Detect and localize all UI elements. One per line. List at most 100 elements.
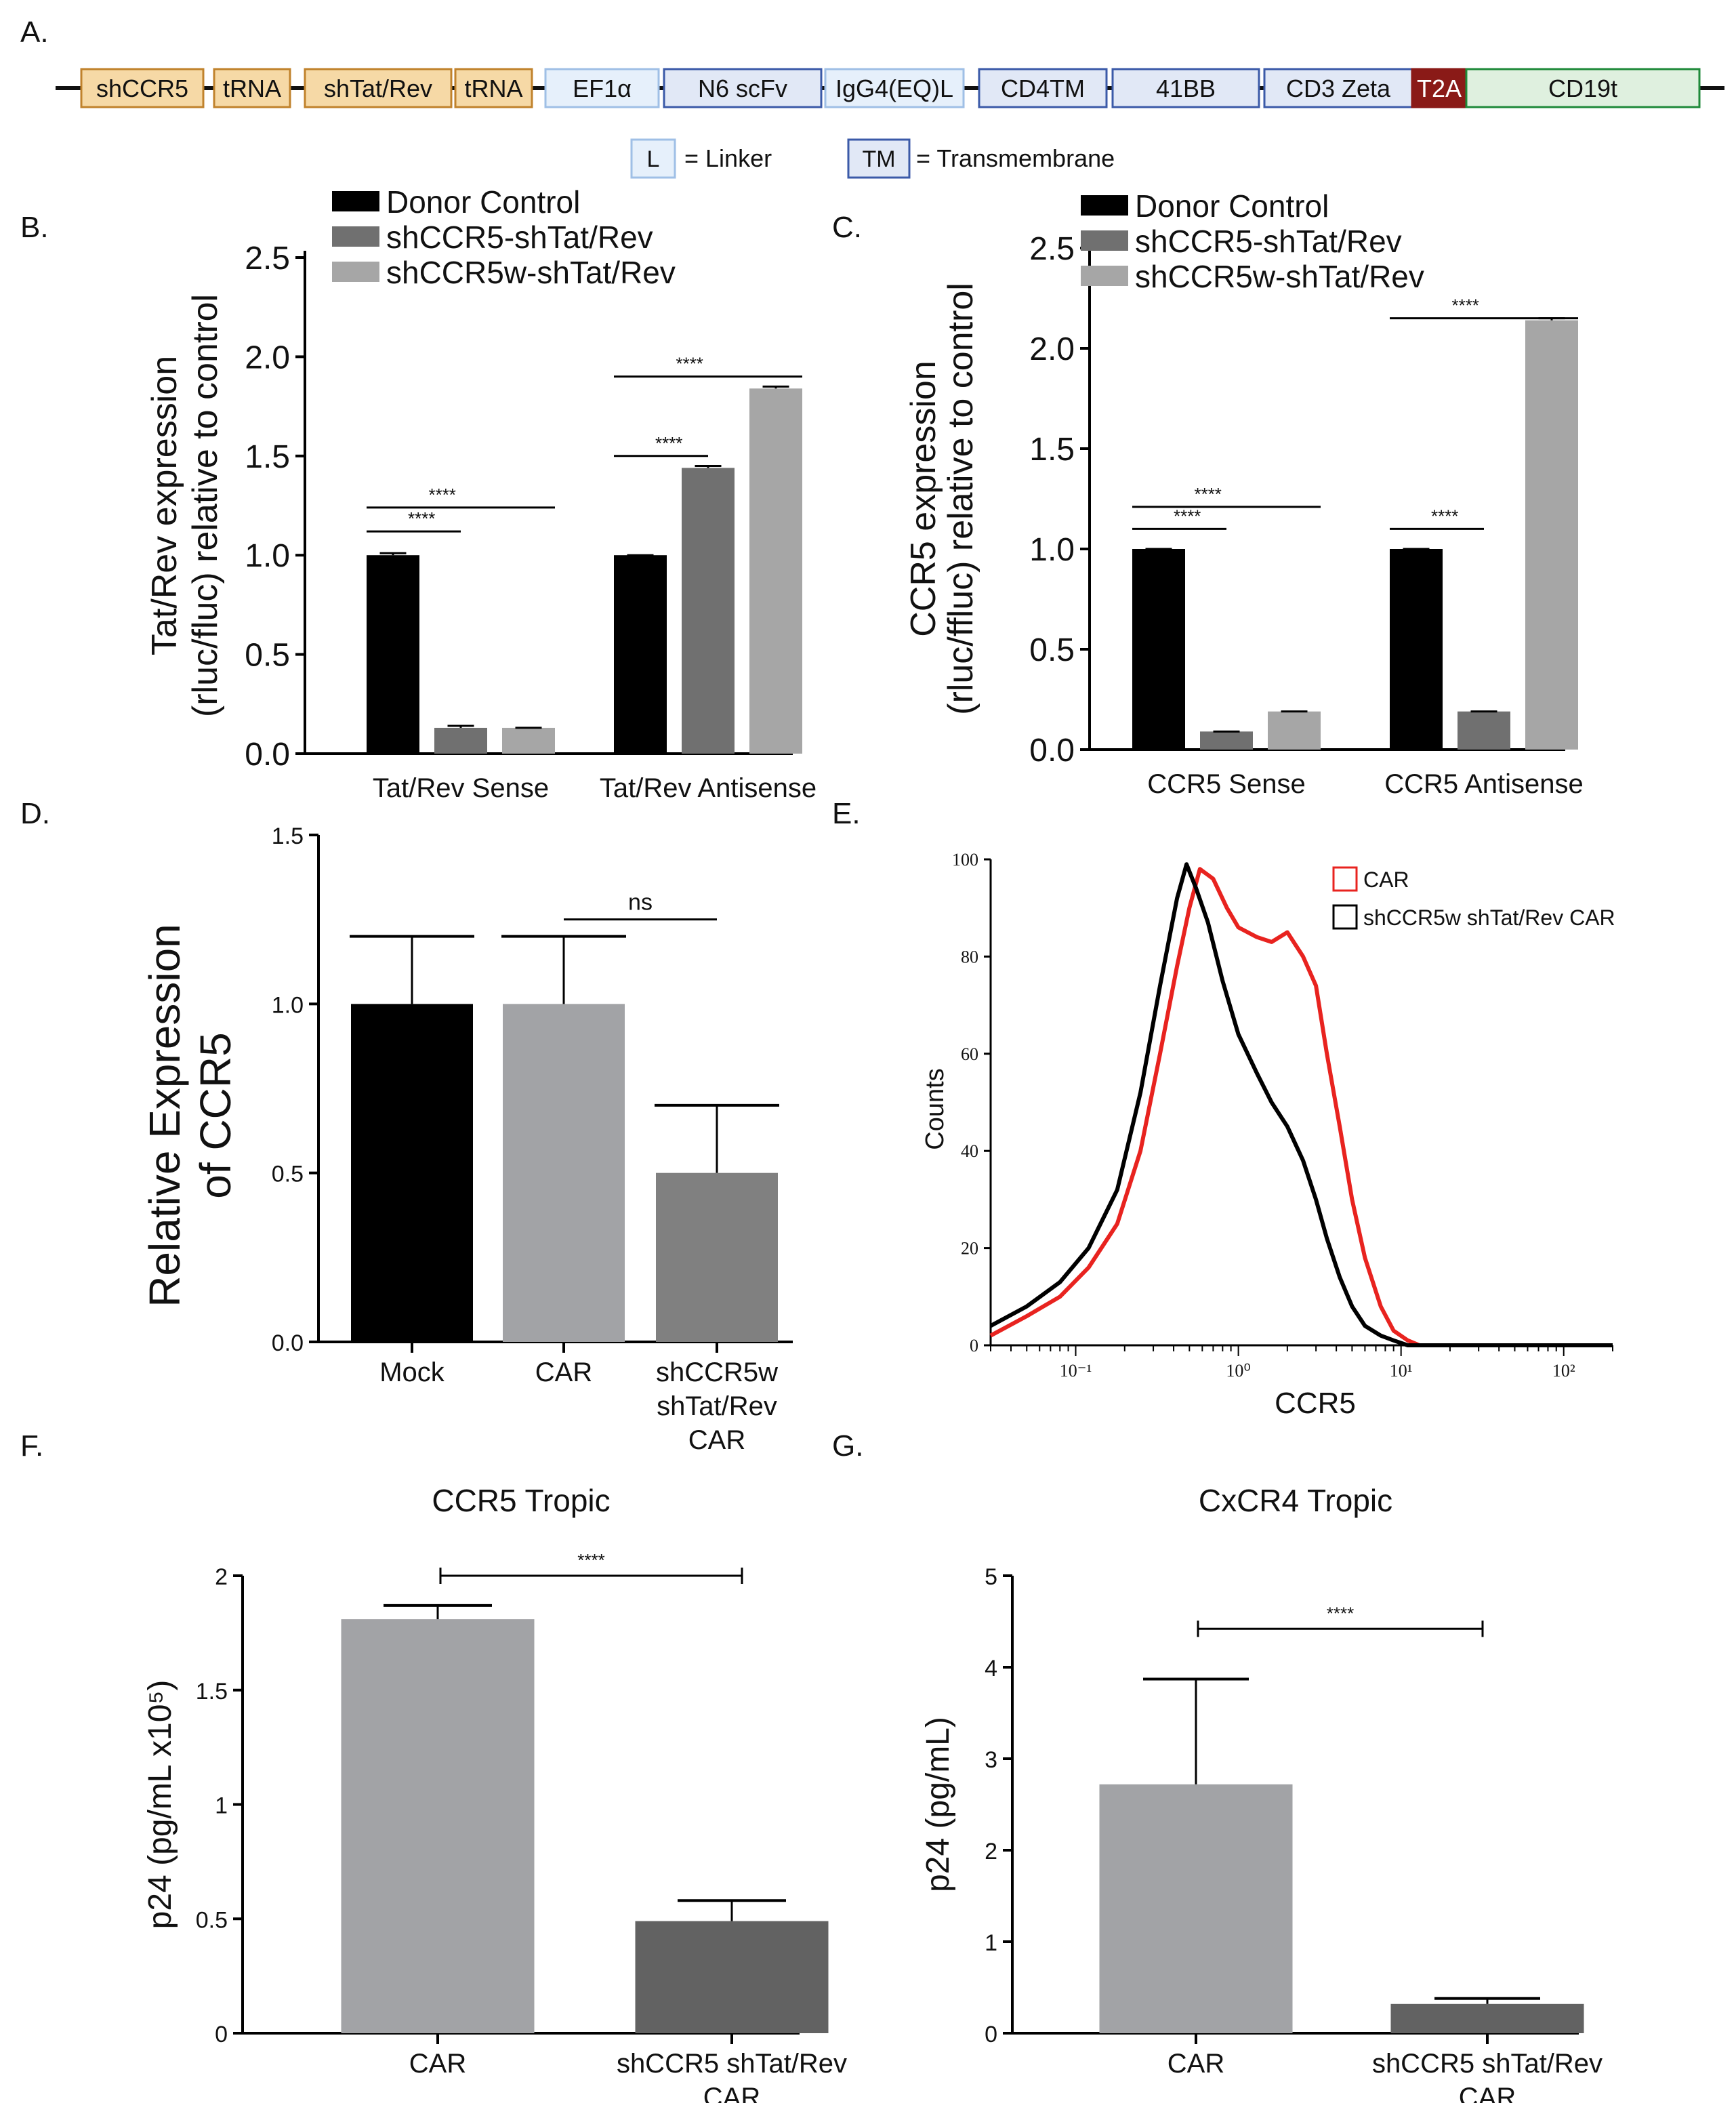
chart-panel-g: 0 1 2 3 4 5 p24 (pg/mL) CxCR4 Tropic CAR shCCR5 s… (920, 1483, 1603, 2103)
y-tick-label: 1.0 (1029, 532, 1075, 568)
bar-shccr5-shtat-rev (434, 727, 487, 754)
x-category-label: CAR (1459, 2083, 1516, 2103)
construct-segment-box (663, 68, 823, 108)
bar-shccr5-shtat-rev (1200, 731, 1253, 750)
legend-label: shCCR5w-shTat/Rev (1135, 259, 1424, 294)
legend-label: shCCR5-shTat/Rev (1135, 224, 1402, 259)
panel-label-g: G. (832, 1429, 863, 1463)
chart-panel-b: 0.0 0.5 1.0 1.5 2.0 2.5 Tat/Rev expression (rlu… (145, 184, 817, 803)
y-tick-label: 2 (985, 1839, 997, 1864)
significance-label: **** (428, 485, 455, 505)
bar-third (656, 1172, 778, 1342)
bar-shccr5w-shtat-rev (502, 727, 555, 754)
construct-segment-box (213, 68, 291, 108)
bar-donor-control (1390, 549, 1443, 750)
bar-second (1390, 2003, 1584, 2033)
y-tick-label: 0.5 (196, 1907, 228, 1933)
significance-label: ns (628, 890, 653, 916)
key-linker-box (630, 138, 676, 179)
chart-panel-c: 0.0 0.5 1.0 1.5 2.0 2.5 CCR5 expression(rluc/f… (904, 188, 1584, 799)
construct-segment-label: tRNA (223, 75, 281, 102)
x-axis-label: CCR5 (1275, 1387, 1356, 1420)
chart-title: CCR5 Tropic (432, 1483, 610, 1518)
key-tm-box-label: TM (862, 146, 895, 172)
y-tick-label: 2.0 (245, 340, 290, 375)
legend-swatch (1081, 266, 1128, 286)
y-tick-label: 1.5 (196, 1679, 228, 1704)
x-category-label: shCCR5 shTat/Rev (1372, 2049, 1603, 2079)
chart-panel-f: 0 0.5 1 1.5 2 p24 (pg/mL x10⁵) CCR5 Tropic CAR s… (142, 1483, 847, 2103)
legend-swatch (1332, 866, 1358, 892)
y-tick-label: 0.5 (245, 638, 290, 674)
construct-segment-box (1411, 68, 1468, 108)
y-tick-label: 0.0 (272, 1330, 304, 1356)
x-category-label: CCR5 Antisense (1384, 769, 1583, 799)
y-tick-label: 80 (961, 947, 978, 966)
construct-segment-label: EF1α (573, 75, 632, 102)
x-category-label: shCCR5 shTat/Rev (617, 2049, 847, 2079)
bar-donor-control (367, 555, 419, 754)
y-tick-label: 1.5 (272, 823, 304, 849)
construct-segment-label: tRNA (464, 75, 522, 102)
legend-label: Donor Control (386, 184, 580, 220)
bar-shccr5w-shtat-rev (1525, 320, 1578, 750)
y-tick-label: 20 (961, 1239, 978, 1259)
y-axis-label-line1: Relative Expression (140, 924, 189, 1307)
significance-label: **** (676, 354, 703, 374)
y-tick-label: 1 (215, 1793, 228, 1819)
construct-segment-label: IgG4(EQ)L (835, 75, 953, 102)
y-tick-label: 1.0 (272, 992, 304, 1018)
bar-shccr5-shtat-rev (682, 468, 735, 754)
construct-segment-label: CD19t (1548, 75, 1617, 102)
y-axis-label-line2: of CCR5 (191, 1032, 240, 1198)
x-category-label: CCR5 Sense (1147, 769, 1305, 799)
y-tick-label: 1.0 (245, 538, 290, 574)
legend-swatch (1081, 195, 1128, 216)
y-tick-label: 2.0 (1029, 331, 1075, 367)
legend-swatch (332, 262, 379, 282)
construct-segment-label: 41BB (1156, 75, 1216, 102)
x-category-label: Tat/Rev Antisense (600, 773, 817, 803)
y-axis-label: Counts (921, 1068, 949, 1149)
y-axis-label-line1: CCR5 expression (904, 361, 943, 637)
chart-panel-e: 0 20 40 60 80 100 10⁻¹ 10⁰ 10¹ 10² CCR5 Counts CAR sh… (921, 850, 1615, 1420)
legend-label: CAR (1363, 867, 1409, 892)
bar-shccr5-shtat-rev (1458, 711, 1510, 750)
construct-diagram: shCCR5 tRNA shTat/Rev tRNA EF1α N6 scFv IgG4(E… (56, 68, 1724, 179)
chart-panel-d: 0.0 0.5 1.0 1.5 Relative Expression of CCR5 Mo… (140, 823, 793, 1455)
panel-label-c: C. (832, 211, 862, 244)
construct-segment-box (1111, 68, 1260, 108)
y-tick-label: 5 (985, 1564, 997, 1590)
y-axis-label: p24 (pg/mL x10⁵) (142, 1680, 178, 1930)
legend-label: Donor Control (1135, 188, 1329, 224)
x-category-label: Mock (379, 1357, 445, 1387)
significance-label: **** (1327, 1603, 1354, 1623)
chart-title: CxCR4 Tropic (1199, 1483, 1392, 1518)
bar-first (341, 1619, 535, 2033)
y-tick-label: 40 (961, 1141, 978, 1161)
legend-label: shCCR5w shTat/Rev CAR (1363, 905, 1615, 930)
key-tm-text: = Transmembrane (916, 144, 1115, 172)
construct-segment-label: T2A (1417, 75, 1462, 102)
histogram-line-shccr5w (989, 862, 1613, 1347)
y-tick-label: 2.5 (1029, 231, 1075, 267)
construct-segment-label: CD4TM (1001, 75, 1085, 102)
panel-label-b: B. (20, 211, 49, 244)
x-category-label: CAR (688, 1425, 745, 1455)
significance-label: **** (1431, 506, 1458, 526)
x-tick-label: 10² (1552, 1361, 1575, 1381)
construct-segment-label: shTat/Rev (324, 75, 432, 102)
significance-label: **** (1451, 295, 1479, 316)
bar-shccr5w-shtat-rev (749, 388, 802, 754)
y-tick-label: 2 (215, 1564, 228, 1590)
construct-segment-label: CD3 Zeta (1286, 75, 1391, 102)
legend-swatch (1081, 230, 1128, 251)
legend-swatch (332, 191, 379, 211)
key-linker-text: = Linker (684, 144, 772, 172)
construct-segment-box (544, 68, 660, 108)
legend-swatch (1332, 904, 1358, 930)
legend-swatch (332, 226, 379, 247)
y-axis-label-line1: Tat/Rev expression (145, 356, 184, 655)
significance-label: **** (655, 433, 682, 453)
